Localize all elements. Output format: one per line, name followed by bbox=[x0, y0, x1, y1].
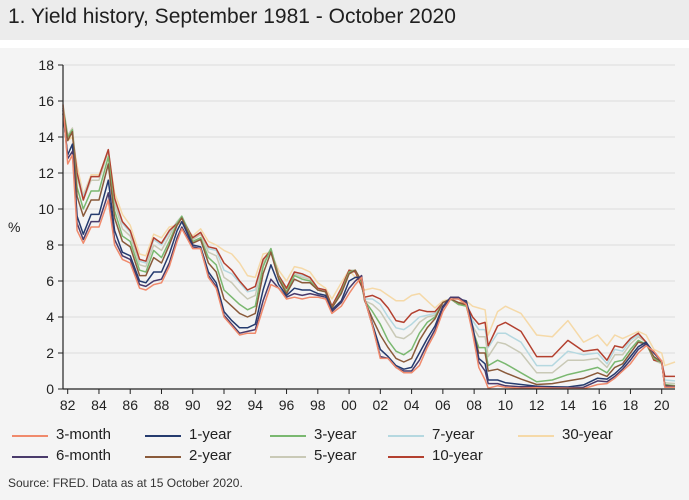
legend-swatch bbox=[145, 456, 181, 458]
source-note: Source: FRED. Data as at 15 October 2020… bbox=[8, 476, 243, 490]
y-tick-label: 4 bbox=[46, 309, 54, 325]
y-axis-label: % bbox=[8, 219, 20, 235]
legend-label: 10-year bbox=[432, 447, 483, 464]
x-tick-label: 02 bbox=[373, 397, 389, 413]
x-tick-label: 08 bbox=[466, 397, 482, 413]
axes bbox=[62, 65, 675, 390]
source-area: Source: FRED. Data as at 15 October 2020… bbox=[0, 468, 689, 500]
series-line-30-year bbox=[67, 136, 676, 367]
legend: 3-month 1-year 3-year 7-year 30-year 6-month 2… bbox=[0, 424, 689, 468]
legend-label: 6-month bbox=[56, 447, 112, 464]
y-tick-labels: 0 2 4 6 8 10 12 14 16 18 bbox=[38, 57, 63, 397]
x-tick-label: 90 bbox=[185, 397, 201, 413]
x-tick-label: 94 bbox=[247, 397, 263, 413]
series-line-3-year bbox=[62, 106, 676, 387]
legend-label: 30-year bbox=[562, 426, 613, 443]
legend-label: 3-year bbox=[314, 426, 357, 443]
legend-swatch bbox=[12, 456, 48, 458]
y-tick-label: 16 bbox=[38, 93, 54, 109]
x-tick-label: 96 bbox=[279, 397, 295, 413]
y-tick-label: 2 bbox=[46, 345, 54, 361]
legend-swatch bbox=[270, 456, 306, 458]
series-line-6-month bbox=[62, 109, 675, 389]
chart-area: 0 2 4 6 8 10 12 14 16 18 82 84 86 88 90 92 94 96 98 00 02 04… bbox=[0, 48, 689, 424]
y-tick-label: 12 bbox=[38, 165, 54, 181]
x-tick-label: 00 bbox=[341, 397, 357, 413]
x-tick-label: 04 bbox=[404, 397, 420, 413]
y-tick-label: 0 bbox=[46, 381, 54, 397]
y-tick-label: 6 bbox=[46, 273, 54, 289]
x-tick-label: 86 bbox=[122, 397, 138, 413]
legend-swatch bbox=[388, 435, 424, 437]
y-tick-label: 10 bbox=[38, 201, 54, 217]
series-line-1-year bbox=[62, 113, 676, 388]
title-bar: 1. Yield history, September 1981 - Octob… bbox=[0, 0, 689, 40]
x-tick-label: 92 bbox=[216, 397, 232, 413]
legend-swatch bbox=[145, 435, 181, 437]
x-tick-label: 14 bbox=[560, 397, 576, 413]
x-tick-label: 88 bbox=[154, 397, 170, 413]
legend-swatch bbox=[388, 456, 424, 458]
legend-swatch bbox=[12, 435, 48, 437]
x-tick-label: 18 bbox=[623, 397, 639, 413]
x-tick-label: 06 bbox=[435, 397, 451, 413]
legend-label: 7-year bbox=[432, 426, 475, 443]
x-tick-label: 10 bbox=[498, 397, 514, 413]
chart-title: 1. Yield history, September 1981 - Octob… bbox=[8, 5, 456, 28]
x-tick-labels: 82 84 86 88 90 92 94 96 98 00 02 04 06 08 10 12 14 16 18 20 bbox=[60, 389, 670, 413]
legend-label: 1-year bbox=[189, 426, 232, 443]
y-tick-label: 18 bbox=[38, 57, 54, 73]
series-line-2-year bbox=[62, 108, 676, 388]
legend-label: 3-month bbox=[56, 426, 112, 443]
legend-label: 5-year bbox=[314, 447, 357, 464]
legend-swatch bbox=[518, 435, 554, 437]
x-tick-label: 82 bbox=[60, 397, 76, 413]
x-tick-label: 16 bbox=[591, 397, 607, 413]
y-tick-label: 8 bbox=[46, 237, 54, 253]
y-tick-label: 14 bbox=[38, 129, 54, 145]
x-tick-label: 98 bbox=[310, 397, 326, 413]
series-lines bbox=[62, 104, 676, 390]
legend-swatch bbox=[270, 435, 306, 437]
series-line-10-year bbox=[62, 113, 675, 378]
x-tick-label: 84 bbox=[91, 397, 107, 413]
legend-label: 2-year bbox=[189, 447, 232, 464]
series-line-3-month bbox=[62, 104, 675, 390]
x-tick-label: 20 bbox=[654, 397, 670, 413]
x-tick-label: 12 bbox=[529, 397, 545, 413]
